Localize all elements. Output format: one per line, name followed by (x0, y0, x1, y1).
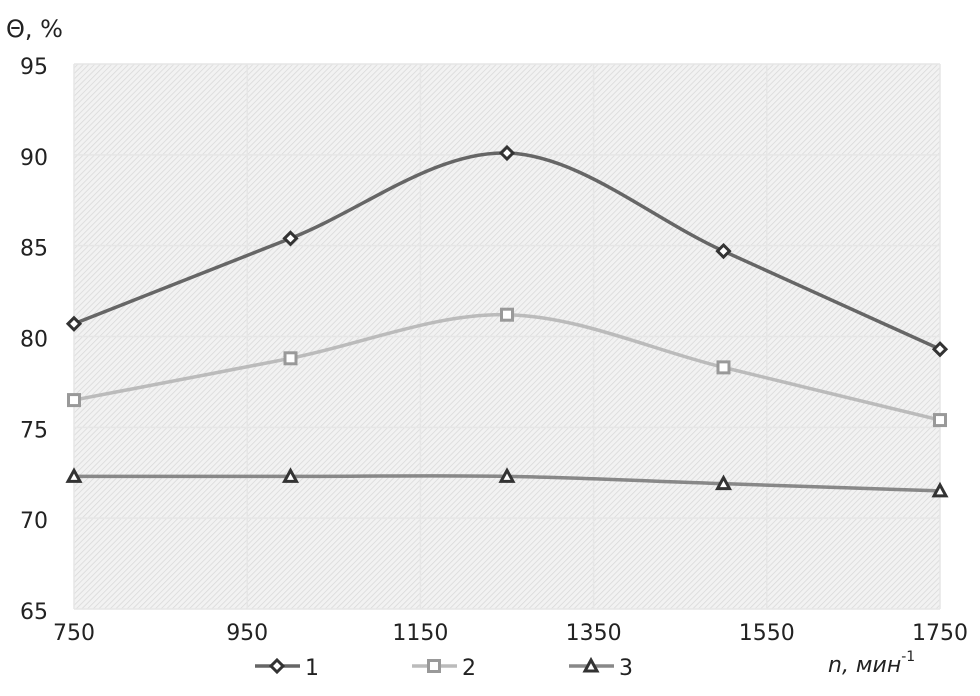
data-point (65, 315, 83, 332)
data-point (714, 474, 733, 491)
data-point (281, 467, 300, 483)
data-point (282, 230, 299, 247)
data-point (65, 467, 83, 483)
x-tick-label: 1350 (566, 621, 622, 646)
legend-label: 2 (462, 656, 476, 681)
x-axis-label-sup: -1 (901, 649, 915, 665)
y-axis-label: Θ, % (6, 15, 63, 43)
x-tick-label: 1150 (392, 621, 448, 646)
data-point (931, 481, 949, 498)
data-point (715, 242, 732, 260)
y-tick-label: 95 (20, 55, 48, 80)
y-tick-label: 85 (20, 237, 48, 262)
x-tick-label: 750 (53, 621, 95, 646)
legend-marker (268, 657, 286, 675)
data-point (283, 351, 298, 366)
x-axis-label-main: n, мин (828, 653, 901, 678)
data-point (498, 144, 516, 162)
legend-label: 1 (305, 656, 319, 681)
data-point (500, 307, 514, 322)
x-tick-label: 1550 (739, 621, 795, 646)
data-point (716, 360, 731, 375)
data-point (498, 467, 516, 483)
data-point (931, 341, 949, 358)
legend-marker (582, 656, 600, 673)
y-tick-label: 90 (20, 146, 48, 171)
y-tick-label: 70 (20, 509, 48, 534)
data-point (67, 393, 81, 408)
x-tick-label: 1750 (912, 621, 968, 646)
legend-marker (427, 659, 441, 673)
legend-label: 3 (619, 656, 633, 681)
data-point (933, 413, 947, 428)
x-axis-label: n, мин-1 (828, 649, 915, 678)
y-tick-label: 80 (20, 328, 48, 353)
y-tick-label: 65 (20, 600, 48, 625)
x-tick-label: 950 (226, 621, 268, 646)
y-tick-label: 75 (20, 418, 48, 443)
